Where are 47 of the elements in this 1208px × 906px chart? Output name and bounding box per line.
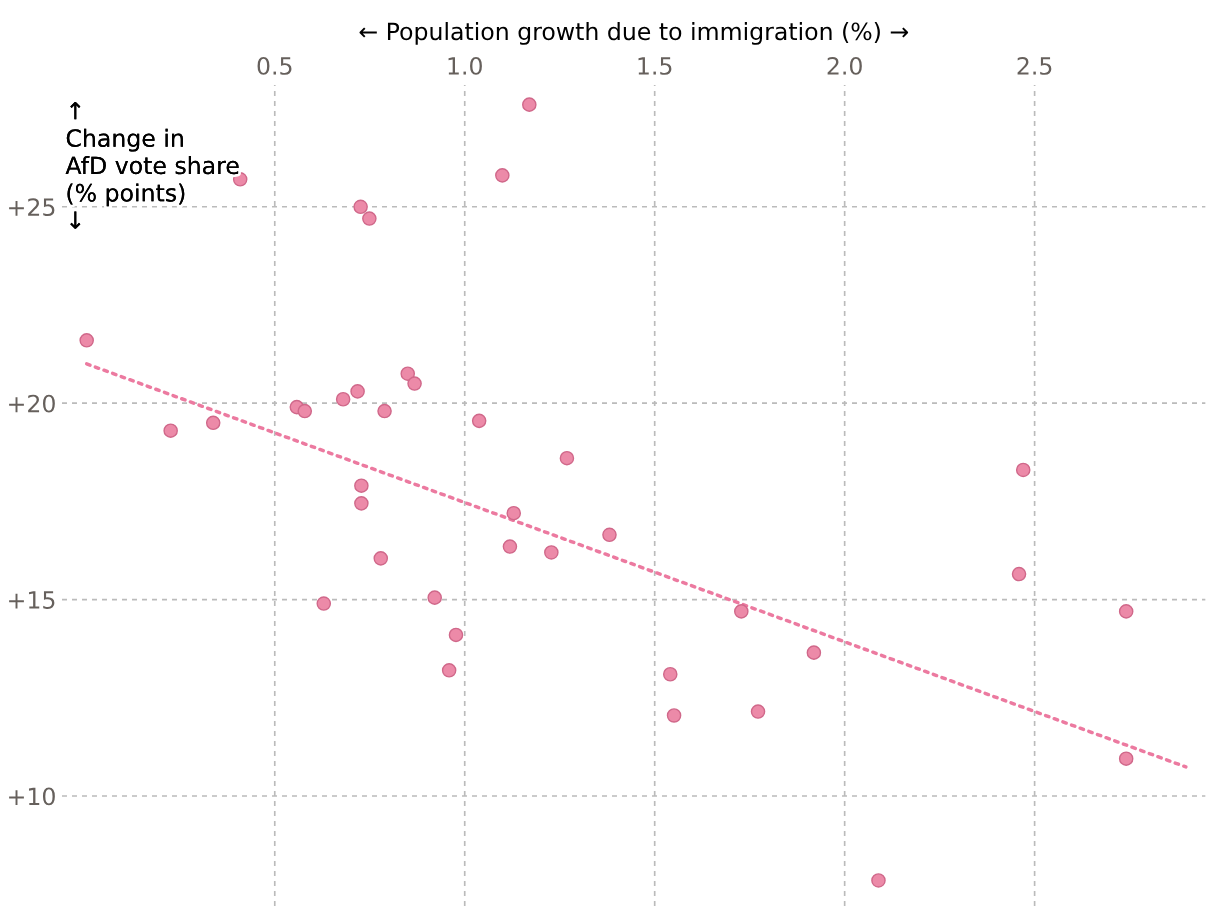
x-tick-label: 1.5 <box>638 57 672 75</box>
point <box>373 551 389 566</box>
point <box>495 168 510 183</box>
y-tick-label: +10 <box>9 787 55 806</box>
point <box>522 97 537 112</box>
point <box>559 450 575 466</box>
point <box>354 478 369 493</box>
point <box>400 366 416 382</box>
point <box>441 663 457 678</box>
point <box>354 496 369 511</box>
point <box>502 539 518 554</box>
point <box>506 505 522 521</box>
point <box>734 604 749 619</box>
point <box>666 708 682 723</box>
point <box>350 384 365 399</box>
point <box>471 413 487 429</box>
y-tick-label: +25 <box>9 198 55 217</box>
x-tick-label: 2.5 <box>1017 57 1052 75</box>
point <box>316 596 332 611</box>
point <box>1118 604 1134 619</box>
x-axis-title: ← Population growth due to immigration (%) → <box>359 21 909 45</box>
point <box>335 391 351 407</box>
point <box>427 590 442 605</box>
point <box>1015 462 1031 478</box>
x-tick-label: 0.5 <box>257 57 292 75</box>
point <box>806 645 822 660</box>
point <box>1118 751 1134 766</box>
point <box>205 415 221 431</box>
point <box>871 873 886 888</box>
point <box>750 704 766 719</box>
x-tick-label: 2.0 <box>827 57 862 75</box>
x-tick-label: 1.0 <box>448 57 482 75</box>
point <box>544 545 559 560</box>
point <box>602 527 617 543</box>
y-axis-title: ↑ Change in AfD vote share (% points) ↓ <box>65 102 239 229</box>
point <box>163 423 178 438</box>
point <box>407 376 422 391</box>
point <box>353 199 368 215</box>
point <box>297 403 313 419</box>
point <box>448 627 464 643</box>
y-tick-label: +15 <box>9 591 55 609</box>
point <box>1011 566 1027 582</box>
point <box>362 211 377 226</box>
point <box>662 666 678 682</box>
y-tick-label: +20 <box>9 394 55 413</box>
point <box>377 403 392 419</box>
point <box>79 333 94 348</box>
